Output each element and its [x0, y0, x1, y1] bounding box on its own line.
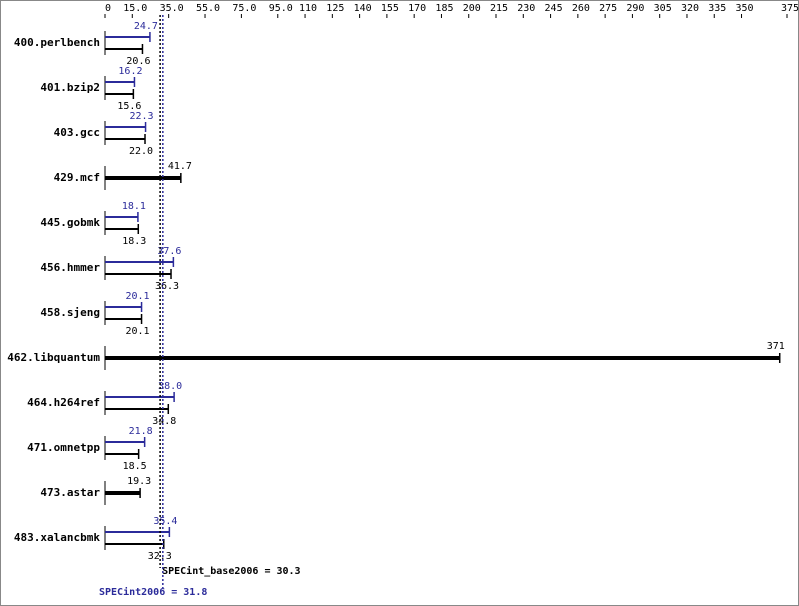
reference-label: SPECint_base2006 = 30.3 [162, 565, 300, 577]
x-tick-label: 305 [654, 3, 672, 14]
value-label: 35.4 [153, 516, 177, 527]
x-tick-label: 170 [408, 3, 426, 14]
category-label: 464.h264ref [27, 396, 100, 409]
value-label: 18.5 [123, 461, 147, 472]
value-label: 16.2 [118, 66, 142, 77]
x-tick-label: 215 [490, 3, 508, 14]
value-label: 19.3 [127, 476, 151, 487]
value-label: 15.6 [117, 101, 141, 112]
x-tick-label: 335 [708, 3, 726, 14]
x-tick-label: 245 [545, 3, 563, 14]
category-label: 445.gobmk [40, 216, 100, 229]
value-label: 36.3 [155, 281, 179, 292]
value-label: 24.7 [134, 21, 158, 32]
category-label: 429.mcf [54, 171, 100, 184]
x-tick-label: 15.0 [123, 3, 147, 14]
value-label: 18.3 [122, 236, 146, 247]
category-label: 473.astar [40, 486, 100, 499]
category-label: 458.sjeng [40, 306, 100, 319]
category-label: 403.gcc [54, 126, 100, 139]
x-tick-label: 0 [105, 3, 111, 14]
x-tick-label: 260 [572, 3, 590, 14]
x-tick-label: 185 [435, 3, 453, 14]
value-label: 18.1 [122, 201, 146, 212]
x-tick-label: 230 [517, 3, 535, 14]
value-label: 371 [767, 341, 785, 352]
category-label: 401.bzip2 [40, 81, 100, 94]
x-tick-label: 155 [381, 3, 399, 14]
x-tick-label: 140 [354, 3, 372, 14]
x-tick-label: 75.0 [232, 3, 256, 14]
value-label: 21.8 [129, 426, 153, 437]
value-label: 22.3 [130, 111, 154, 122]
x-tick-label: 95.0 [269, 3, 293, 14]
x-tick-label: 125 [326, 3, 344, 14]
x-tick-label: 35.0 [160, 3, 184, 14]
value-label: 38.0 [158, 381, 182, 392]
x-tick-label: 110 [299, 3, 317, 14]
value-label: 41.7 [168, 161, 192, 172]
x-tick-label: 375 [781, 3, 799, 14]
x-tick-label: 55.0 [196, 3, 220, 14]
category-label: 483.xalancbmk [14, 531, 100, 544]
x-tick-label: 275 [599, 3, 617, 14]
x-tick-label: 350 [736, 3, 754, 14]
category-label: 462.libquantum [7, 351, 100, 364]
value-label: 20.1 [126, 291, 150, 302]
value-label: 34.8 [152, 416, 176, 427]
category-label: 456.hmmer [40, 261, 100, 274]
value-label: 20.6 [126, 56, 150, 67]
x-tick-label: 320 [681, 3, 699, 14]
x-tick-label: 200 [463, 3, 481, 14]
x-tick-label: 290 [626, 3, 644, 14]
value-label: 37.6 [157, 246, 181, 257]
category-label: 471.omnetpp [27, 441, 100, 454]
value-label: 22.0 [129, 146, 153, 157]
value-label: 20.1 [126, 326, 150, 337]
category-label: 400.perlbench [14, 36, 100, 49]
reference-label: SPECint2006 = 31.8 [99, 586, 207, 598]
